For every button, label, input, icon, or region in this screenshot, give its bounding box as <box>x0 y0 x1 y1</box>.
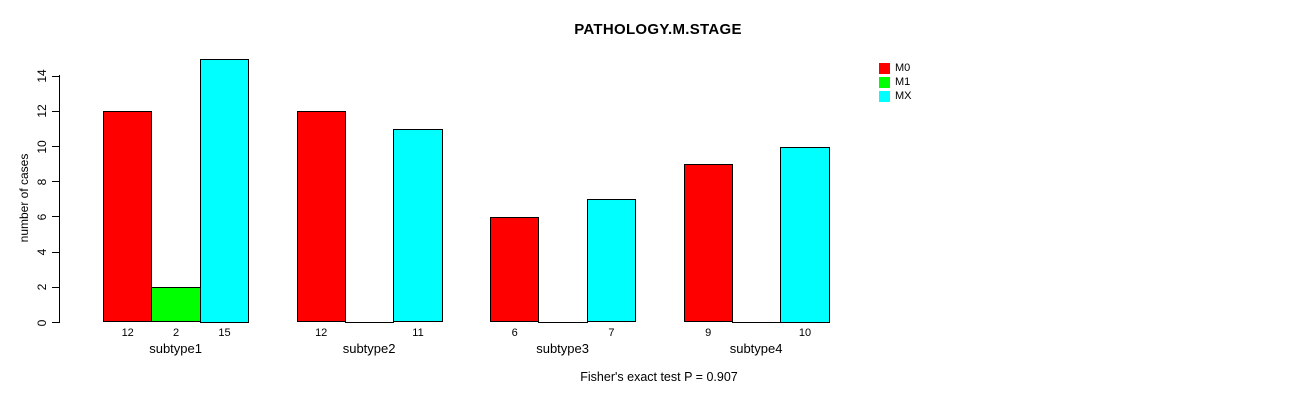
legend-item-M1: M1 <box>879 76 912 89</box>
bar-value-label: 6 <box>511 327 518 339</box>
bar-subtype3-M0 <box>490 216 540 323</box>
category-label-subtype1: subtype1 <box>149 341 202 356</box>
annotation-text: Fisher's exact test P = 0.907 <box>580 370 738 384</box>
y-axis-tick-label: 2 <box>35 283 49 291</box>
bar-subtype4-MX <box>780 146 830 323</box>
y-axis-tick-label: 6 <box>35 213 49 221</box>
bar-subtype1-M1 <box>151 287 201 323</box>
y-axis-tick <box>52 110 59 112</box>
bar-subtype2-M1-zero <box>344 322 395 323</box>
bar-value-label: 7 <box>608 327 615 339</box>
bar-value-label: 2 <box>173 327 180 339</box>
bar-value-label: 12 <box>315 327 328 339</box>
chart-title: PATHOLOGY.M.STAGE <box>574 21 742 38</box>
bar-subtype4-M1-zero <box>731 322 782 323</box>
bar-subtype2-MX <box>393 128 443 323</box>
category-label-subtype3: subtype3 <box>536 341 589 356</box>
bar-subtype1-M0 <box>103 111 153 323</box>
y-axis-tick-label: 12 <box>35 104 49 118</box>
y-axis-tick <box>52 181 59 183</box>
legend-label-MX: MX <box>895 90 912 102</box>
bar-value-label: 9 <box>705 327 712 339</box>
bar-subtype3-M1-zero <box>538 322 588 323</box>
bar-subtype4-M0 <box>683 164 733 323</box>
y-axis-tick <box>52 322 59 323</box>
y-axis-tick-label: 0 <box>35 319 49 326</box>
bar-subtype1-MX <box>199 58 250 323</box>
category-label-subtype4: subtype4 <box>729 341 783 356</box>
y-axis-tick-label: 10 <box>35 139 49 154</box>
y-axis-label: number of cases <box>17 153 31 243</box>
y-axis-tick <box>52 75 59 77</box>
bar-value-label: 10 <box>798 327 812 339</box>
bar-subtype2-M0 <box>296 111 346 323</box>
y-axis-tick <box>52 286 59 288</box>
bar-value-label: 15 <box>218 327 231 339</box>
legend-swatch-M1 <box>879 77 890 88</box>
y-axis <box>59 75 60 323</box>
legend-label-M1: M1 <box>895 76 911 88</box>
y-axis-tick-label: 8 <box>35 178 49 186</box>
legend-label-M0: M0 <box>895 62 911 74</box>
y-axis-tick <box>52 216 59 218</box>
legend-swatch-MX <box>879 91 890 102</box>
y-axis-tick-label: 14 <box>35 69 49 83</box>
legend-item-MX: MX <box>879 90 912 103</box>
bar-value-label: 11 <box>412 327 424 339</box>
bar-value-label: 12 <box>121 327 134 339</box>
y-axis-tick <box>52 251 59 253</box>
bar-subtype3-MX <box>586 199 637 323</box>
category-label-subtype2: subtype2 <box>342 341 396 356</box>
y-axis-tick <box>52 146 59 147</box>
y-axis-tick-label: 4 <box>35 248 49 256</box>
legend-item-M0: M0 <box>879 62 912 75</box>
legend: M0 M1 MX <box>879 62 912 104</box>
legend-swatch-M0 <box>879 63 890 74</box>
